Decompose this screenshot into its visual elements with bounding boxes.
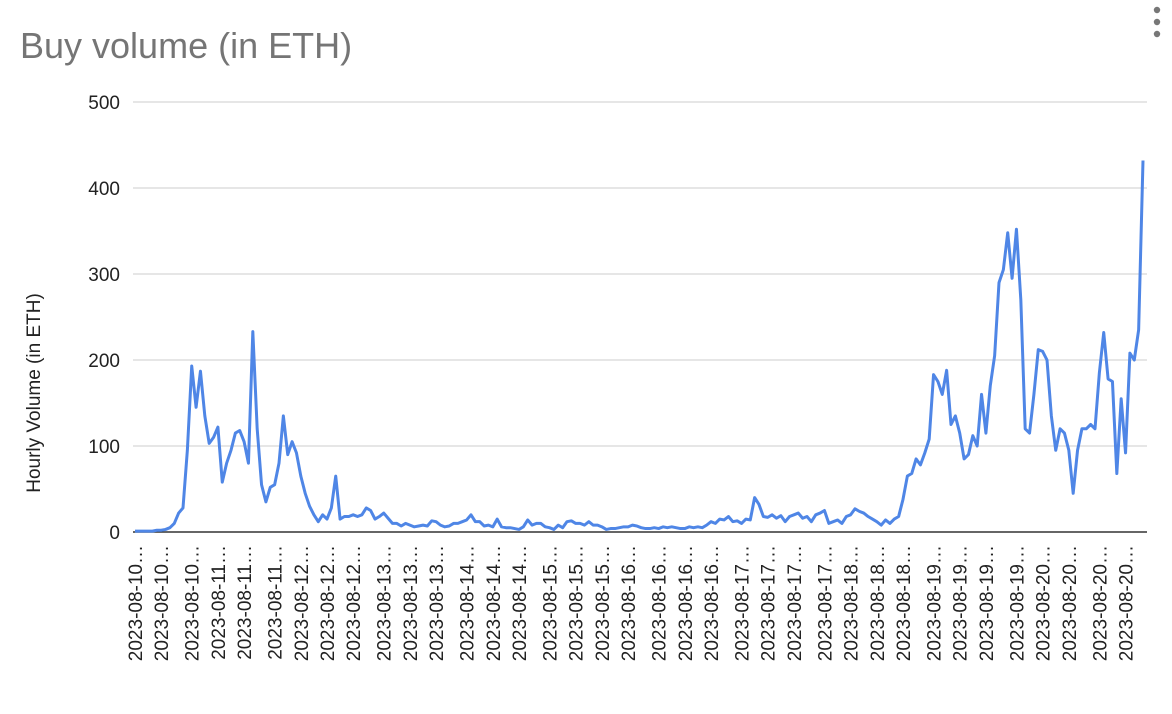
- x-tick-label: 2023-08-10…: [183, 545, 204, 661]
- y-tick-label: 0: [109, 523, 120, 544]
- x-tick-label: 2023-08-19…: [925, 545, 946, 661]
- y-axis-label: Hourly Volume (in ETH): [24, 293, 45, 493]
- x-tick-label: 2023-08-19…: [951, 545, 972, 661]
- y-tick-label: 400: [88, 179, 120, 200]
- x-tick-label: 2023-08-14…: [510, 545, 531, 661]
- menu-dot: [1153, 6, 1161, 14]
- x-tick-label: 2023-08-12…: [292, 545, 313, 661]
- x-tick-label: 2023-08-17…: [759, 545, 780, 661]
- x-tick-label: 2023-08-20…: [1090, 545, 1111, 661]
- x-tick-label: 2023-08-13…: [427, 545, 448, 661]
- y-tick-label: 500: [88, 93, 120, 114]
- x-tick-label: 2023-08-20…: [1060, 545, 1081, 661]
- x-tick-label: 2023-08-16…: [619, 545, 640, 661]
- x-tick-label: 2023-08-17…: [815, 545, 836, 661]
- x-tick-label: 2023-08-10…: [152, 545, 173, 661]
- x-tick-label: 2023-08-13…: [375, 545, 396, 661]
- y-tick-label: 100: [88, 437, 120, 458]
- x-tick-label: 2023-08-15…: [567, 545, 588, 661]
- x-tick-label: 2023-08-16…: [650, 545, 671, 661]
- menu-dot: [1153, 18, 1161, 26]
- x-tick-label: 2023-08-15…: [541, 545, 562, 661]
- x-tick-label: 2023-08-11…: [235, 545, 256, 660]
- x-tick-label: 2023-08-17…: [733, 545, 754, 661]
- x-tick-label: 2023-08-13…: [401, 545, 422, 661]
- x-tick-label: 2023-08-12…: [344, 545, 365, 661]
- x-tick-label: 2023-08-18…: [842, 545, 863, 661]
- x-tick-label: 2023-08-14…: [458, 545, 479, 661]
- x-tick-label: 2023-08-17…: [785, 545, 806, 661]
- x-tick-label: 2023-08-18…: [868, 545, 889, 661]
- x-tick-label: 2023-08-20…: [1034, 545, 1055, 661]
- x-tick-label: 2023-08-16…: [702, 545, 723, 661]
- x-tick-label: 2023-08-16…: [676, 545, 697, 661]
- y-tick-label: 300: [88, 265, 120, 286]
- x-tick-label: 2023-08-11…: [266, 545, 287, 660]
- x-tick-label: 2023-08-19…: [1007, 545, 1028, 661]
- menu-icon[interactable]: [1153, 6, 1161, 38]
- x-tick-label: 2023-08-20…: [1117, 545, 1138, 661]
- x-tick-label: 2023-08-10…: [126, 545, 147, 661]
- x-tick-label: 2023-08-18…: [894, 545, 915, 661]
- x-tick-label: 2023-08-12…: [318, 545, 339, 661]
- menu-dot: [1153, 30, 1161, 38]
- data-line: [135, 160, 1145, 533]
- y-tick-label: 200: [88, 351, 120, 372]
- x-tick-label: 2023-08-11…: [209, 545, 230, 660]
- x-tick-label: 2023-08-15…: [593, 545, 614, 661]
- x-tick-label: 2023-08-14…: [484, 545, 505, 661]
- chart-title: Buy volume (in ETH): [20, 25, 352, 66]
- x-tick-label: 2023-08-19…: [977, 545, 998, 661]
